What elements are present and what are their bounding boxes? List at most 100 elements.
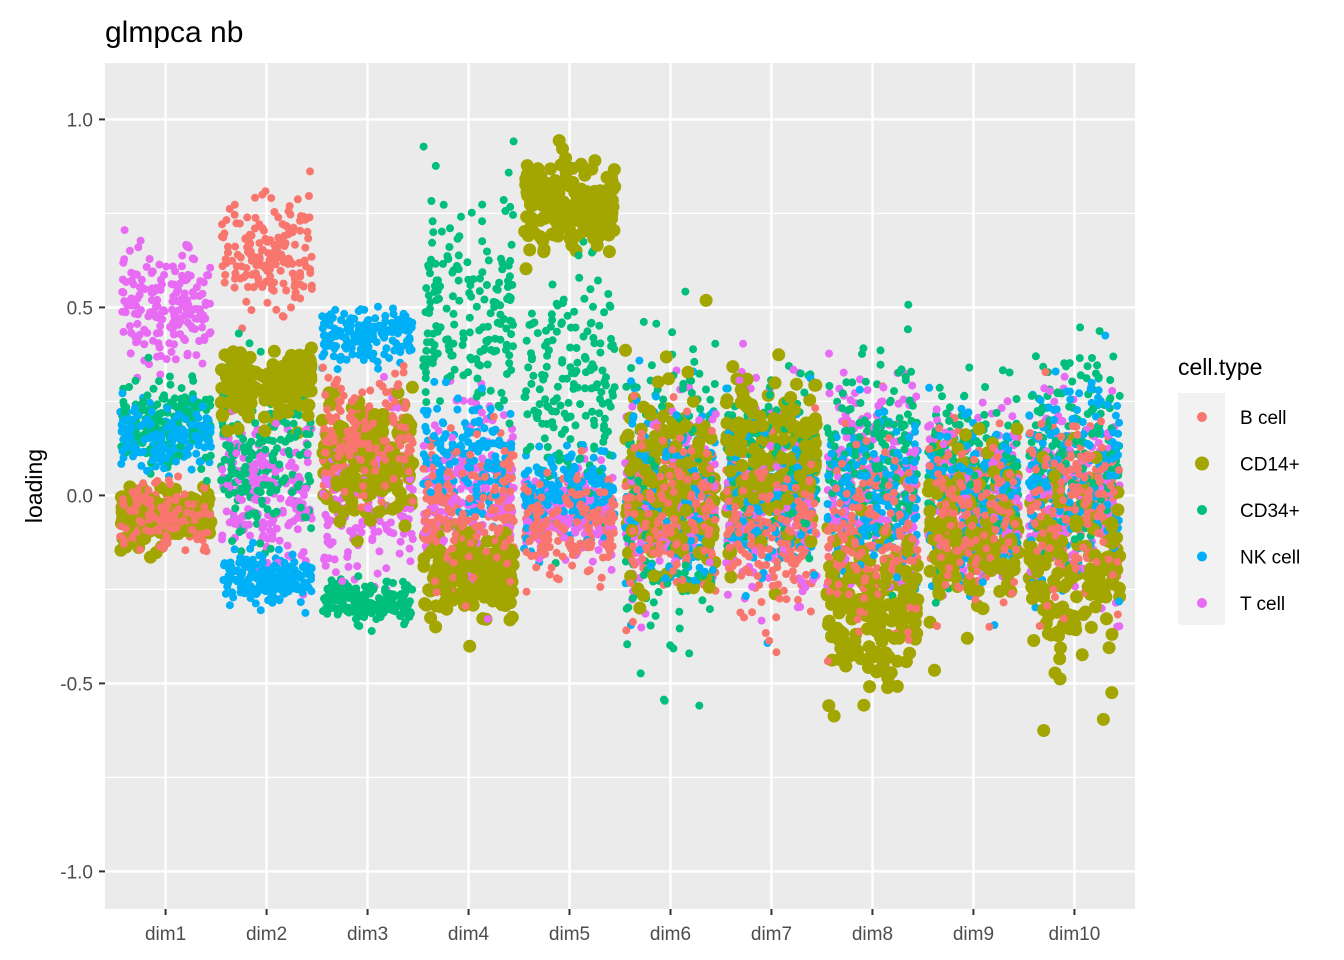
data-point (275, 536, 284, 545)
data-point (457, 498, 466, 507)
data-point (178, 251, 187, 260)
data-point (431, 161, 440, 170)
data-point (149, 336, 157, 345)
data-point (358, 520, 367, 529)
data-point (498, 265, 507, 274)
data-point (507, 240, 516, 249)
data-point (472, 302, 481, 311)
data-point (548, 316, 557, 325)
data-point (361, 582, 369, 591)
data-point (375, 517, 384, 526)
data-point (998, 366, 1007, 375)
data-point (442, 335, 451, 344)
data-point (375, 379, 384, 388)
data-point (441, 378, 450, 387)
data-point (218, 531, 227, 540)
data-point (166, 380, 175, 389)
data-point (654, 588, 663, 596)
data-point (737, 571, 746, 580)
data-point (242, 297, 251, 306)
data-point (863, 680, 877, 694)
data-point (146, 308, 154, 317)
data-point (237, 495, 246, 504)
data-point (118, 287, 127, 296)
data-point (251, 193, 259, 202)
data-point (408, 535, 417, 543)
data-point (405, 475, 414, 484)
data-point (872, 482, 881, 490)
data-point (374, 302, 382, 311)
data-point (782, 570, 791, 578)
data-point (231, 504, 240, 513)
data-point (567, 369, 576, 378)
data-point (278, 508, 287, 517)
data-point (627, 364, 636, 372)
data-point (167, 347, 176, 356)
data-point (405, 380, 419, 394)
data-point (223, 480, 232, 489)
data-point (478, 384, 486, 393)
data-point (120, 226, 129, 235)
data-point (1115, 418, 1124, 427)
data-point (297, 551, 306, 560)
data-point (448, 292, 457, 301)
data-point (191, 304, 200, 313)
data-point (296, 294, 305, 303)
data-point (288, 470, 297, 479)
data-point (1113, 610, 1122, 619)
data-point (162, 355, 171, 364)
data-point (337, 384, 346, 393)
data-point (547, 310, 556, 319)
data-point (1115, 391, 1124, 400)
data-point (1108, 386, 1117, 395)
data-point (153, 295, 162, 304)
data-point (669, 393, 678, 402)
data-point (168, 305, 177, 314)
data-point (910, 626, 924, 640)
data-point (1004, 421, 1013, 430)
data-point (757, 616, 766, 625)
data-point (188, 254, 197, 263)
data-point (137, 282, 146, 291)
data-point (457, 212, 465, 221)
data-point (137, 275, 146, 284)
data-point (353, 562, 362, 571)
data-point (544, 162, 557, 176)
data-point (904, 635, 913, 644)
data-point (206, 263, 215, 272)
data-point (119, 258, 128, 267)
data-point (321, 390, 330, 399)
data-point (259, 523, 268, 532)
data-point (225, 518, 234, 527)
data-point (463, 258, 472, 267)
data-point (417, 559, 431, 573)
data-point (556, 142, 569, 156)
data-point (239, 273, 248, 282)
data-point (201, 314, 210, 323)
data-point (232, 449, 241, 458)
data-point (134, 243, 143, 252)
data-point (349, 529, 357, 538)
data-point (540, 434, 549, 443)
data-point (606, 402, 615, 411)
data-point (431, 259, 440, 268)
data-point (155, 343, 164, 352)
data-point (478, 200, 487, 209)
data-point (504, 168, 513, 177)
data-point (133, 337, 142, 346)
data-point (271, 468, 280, 477)
data-point (157, 275, 165, 284)
data-point (486, 309, 495, 318)
data-point (276, 494, 285, 503)
data-point (123, 301, 132, 310)
data-point (1005, 368, 1014, 377)
data-point (272, 419, 281, 428)
data-point (598, 366, 607, 375)
data-point (1027, 438, 1036, 447)
data-point (406, 504, 415, 513)
data-point (424, 291, 433, 300)
data-point (1113, 401, 1122, 410)
data-point (338, 577, 347, 586)
data-point (779, 586, 788, 595)
data-point (192, 351, 201, 360)
